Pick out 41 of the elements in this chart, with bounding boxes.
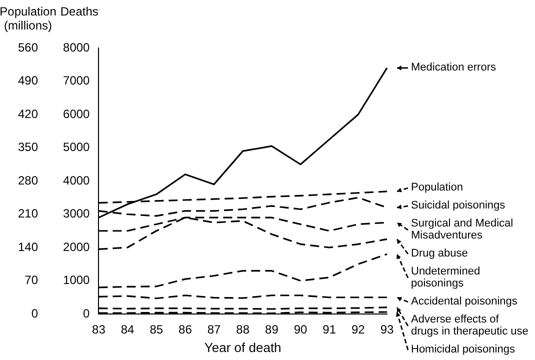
y2-tick-label: 560 [18, 40, 38, 54]
y2-tick-label: 420 [18, 106, 38, 121]
y-tick-label: 0 [83, 306, 90, 320]
text: Homicidal poisonings [411, 344, 516, 356]
x-tick-label: 84 [120, 322, 135, 337]
y2-tick-label: 70 [24, 273, 38, 288]
y2-axis-title: Population (millions) [0, 4, 56, 32]
y-axis-title: Deaths [60, 4, 98, 18]
y-tick-label: 8000 [63, 40, 90, 54]
y2-tick-label: 210 [18, 206, 38, 221]
y-tick-label: 7000 [63, 74, 90, 88]
y2-tick-label: 490 [18, 74, 38, 88]
x-axis-title: Year of death [204, 340, 282, 355]
y2-tick-label: 350 [18, 140, 38, 154]
legend-label: Population [411, 182, 463, 194]
y-tick-label: 3000 [63, 206, 90, 221]
x-tick-label: 88 [236, 322, 250, 337]
y-tick-label: 2000 [63, 240, 90, 254]
legend-label: Undetermined poisonings [411, 266, 480, 290]
x-tick-label: 91 [322, 322, 336, 337]
y2-tick-label: 280 [18, 173, 38, 188]
x-tick-label: 90 [294, 322, 308, 337]
legend-label: Adverse effects of drugs in therapeutic use [411, 314, 528, 338]
x-tick-label: 92 [351, 322, 366, 337]
y-tick-label: 6000 [63, 106, 90, 121]
legend-label: Surgical and Medical Misadventures [411, 218, 514, 242]
y2-tick-label: 0 [31, 306, 38, 320]
y2-tick-label: 140 [18, 240, 38, 254]
y-tick-label: 4000 [63, 173, 90, 188]
legend-label: Medication errors [411, 61, 496, 74]
x-tick-label: 93 [380, 322, 394, 337]
x-tick-label: 89 [265, 322, 279, 337]
x-tick-label: 87 [207, 322, 222, 337]
x-tick-label: 83 [92, 322, 106, 337]
y-tick-label: 1000 [63, 273, 90, 288]
legend-label: Accidental poisonings [411, 296, 518, 308]
legend-label: Drug abuse [411, 248, 468, 260]
y-tick-label: 5000 [63, 140, 90, 154]
x-tick-label: 85 [150, 322, 164, 337]
legend-label: Suicidal poisonings [411, 200, 506, 212]
x-tick-label: 86 [178, 322, 192, 337]
